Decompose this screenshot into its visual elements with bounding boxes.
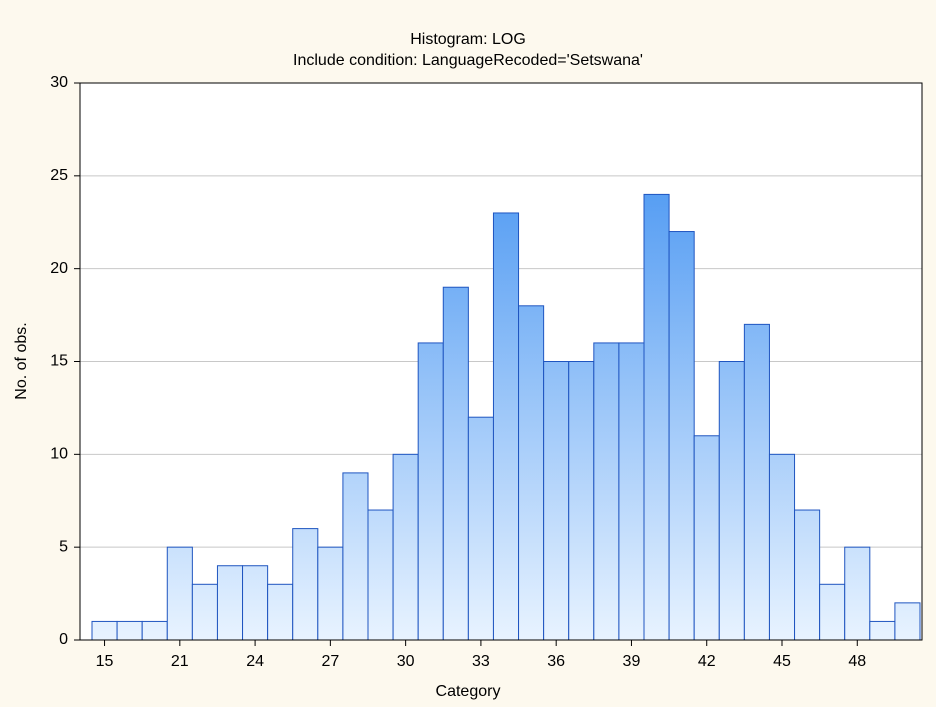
- bar: [518, 305, 545, 641]
- bar: [191, 583, 218, 641]
- chart-subtitle: Include condition: LanguageRecoded='Sets…: [293, 52, 643, 69]
- bar: [568, 361, 595, 641]
- bar: [869, 620, 896, 641]
- y-tick-label: 25: [50, 167, 68, 184]
- x-tick-label: 39: [623, 653, 641, 670]
- bar: [643, 193, 670, 641]
- bar: [166, 546, 193, 641]
- x-tick-label: 42: [698, 653, 716, 670]
- y-tick-label: 0: [59, 631, 68, 648]
- x-tick-label: 48: [848, 653, 866, 670]
- x-tick-label: 27: [321, 653, 339, 670]
- bar: [743, 323, 770, 641]
- bar: [417, 342, 444, 641]
- y-tick-label: 10: [50, 446, 68, 463]
- bar: [618, 342, 645, 641]
- bar: [91, 620, 118, 641]
- bar: [367, 509, 394, 641]
- y-axis-label: No. of obs.: [13, 322, 30, 399]
- bar: [242, 565, 269, 641]
- bar: [116, 620, 143, 641]
- bar: [894, 602, 921, 641]
- bar: [442, 286, 469, 641]
- y-tick-label: 15: [50, 353, 68, 370]
- x-tick-label: 45: [773, 653, 791, 670]
- bar: [593, 342, 620, 641]
- bar: [492, 212, 520, 641]
- bar: [267, 583, 294, 641]
- bar: [317, 546, 344, 641]
- bar: [768, 453, 796, 641]
- x-tick-label: 21: [171, 653, 189, 670]
- bar: [794, 509, 821, 641]
- bar: [342, 472, 369, 641]
- x-tick-label: 30: [397, 653, 415, 670]
- bar: [718, 361, 745, 641]
- y-tick-label: 20: [50, 260, 68, 277]
- chart-title: Histogram: LOG: [410, 31, 526, 48]
- bar: [292, 528, 319, 641]
- bar: [141, 620, 168, 641]
- bar: [819, 583, 846, 641]
- x-tick-label: 15: [96, 653, 114, 670]
- bar: [216, 565, 244, 641]
- y-tick-label: 30: [50, 74, 68, 91]
- x-tick-label: 33: [472, 653, 490, 670]
- x-tick-label: 36: [547, 653, 565, 670]
- bar: [467, 416, 494, 641]
- y-tick-label: 5: [59, 538, 68, 555]
- bar: [668, 231, 695, 641]
- bar: [693, 435, 720, 641]
- plot-frame: [79, 82, 923, 641]
- bar: [844, 546, 871, 641]
- bar: [543, 361, 570, 641]
- bar: [392, 453, 419, 641]
- x-axis-label: Category: [436, 683, 501, 700]
- x-tick-label: 24: [246, 653, 264, 670]
